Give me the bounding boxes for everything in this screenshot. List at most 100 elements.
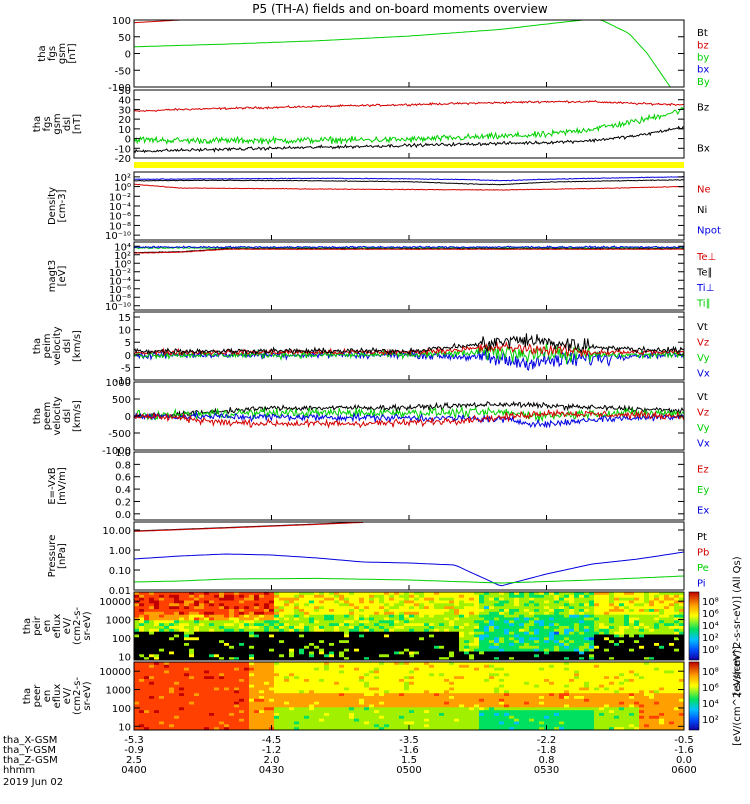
heatmap-cell — [504, 629, 510, 632]
heatmap-cell — [464, 699, 470, 702]
heatmap-cell — [209, 603, 215, 606]
y-tick-label: 0.8 — [115, 460, 131, 471]
legend-label: bx — [697, 65, 709, 76]
heatmap-cell — [449, 620, 455, 623]
heatmap-cell — [339, 629, 345, 632]
heatmap-cell — [149, 629, 155, 632]
heatmap-cell — [279, 707, 285, 710]
heatmap-cell — [474, 673, 480, 676]
heatmap-cell — [209, 612, 215, 615]
heatmap-cell — [414, 654, 420, 657]
legend-label: Te⊥ — [696, 252, 716, 263]
heatmap-cell — [284, 690, 290, 693]
heatmap-cell — [254, 654, 260, 657]
heatmap-cell — [624, 620, 630, 623]
heatmap-cell — [529, 629, 535, 632]
heatmap-cell — [279, 724, 285, 727]
heatmap-cell — [644, 620, 650, 623]
heatmap-cell — [479, 629, 485, 632]
heatmap-cell — [174, 707, 180, 710]
heatmap-cell — [174, 595, 180, 598]
heatmap-cell — [249, 637, 255, 640]
heatmap-cell — [499, 595, 505, 598]
heatmap-cell — [249, 595, 255, 598]
heatmap-cell — [529, 620, 535, 623]
heatmap-cell — [179, 612, 185, 615]
heatmap-cell — [504, 716, 510, 719]
heatmap-cell — [609, 654, 615, 657]
heatmap-cell — [429, 724, 435, 727]
heatmap-cell — [194, 673, 200, 676]
heatmap-cell — [179, 654, 185, 657]
heatmap-cell — [299, 646, 305, 649]
heatmap-cell — [139, 682, 145, 685]
heatmap-cell — [304, 654, 310, 657]
heatmap-cell — [394, 620, 400, 623]
heatmap-cell — [254, 673, 260, 676]
heatmap-cell — [154, 690, 160, 693]
y-tick-label: 0.01 — [109, 586, 131, 597]
heatmap-cell — [654, 612, 660, 615]
heatmap-cell — [664, 646, 670, 649]
heatmap-cell — [429, 646, 435, 649]
heatmap-cell — [234, 620, 240, 623]
heatmap-cell — [574, 620, 580, 623]
heatmap-cell — [499, 603, 505, 606]
heatmap-cell — [139, 690, 145, 693]
heatmap-cell — [184, 724, 190, 727]
heatmap-cell — [384, 699, 390, 702]
heatmap-cell — [409, 612, 415, 615]
heatmap-cell — [174, 637, 180, 640]
heatmap-cell — [479, 716, 485, 719]
heatmap-cell — [369, 716, 375, 719]
legend-label: By — [697, 77, 710, 88]
heatmap-cell — [179, 620, 185, 623]
heatmap-cell — [314, 595, 320, 598]
heatmap-cell — [179, 629, 185, 632]
heatmap-cell — [149, 690, 155, 693]
heatmap-cell — [364, 716, 370, 719]
heatmap-cell — [204, 673, 210, 676]
heatmap-cell — [529, 665, 535, 668]
heatmap-cell — [519, 690, 525, 693]
heatmap-cell — [249, 682, 255, 685]
heatmap-cell — [379, 682, 385, 685]
heatmap-cell — [484, 646, 490, 649]
heatmap-cell — [414, 620, 420, 623]
heatmap-cell — [449, 665, 455, 668]
heatmap-cell — [229, 707, 235, 710]
heatmap-cell — [509, 603, 515, 606]
heatmap-cell — [604, 603, 610, 606]
heatmap-cell — [199, 637, 205, 640]
heatmap-cell — [264, 603, 270, 606]
colorbar — [689, 592, 699, 660]
heatmap-cell — [279, 629, 285, 632]
heatmap-cell — [274, 620, 280, 623]
legend-label: Ez — [697, 464, 709, 475]
heatmap-cell — [199, 620, 205, 623]
heatmap-cell — [489, 699, 495, 702]
heatmap-cell — [524, 654, 530, 657]
heatmap-cell — [539, 646, 545, 649]
heatmap-cell — [469, 673, 475, 676]
heatmap-cell — [229, 595, 235, 598]
heatmap-cell — [489, 724, 495, 727]
heatmap-cell — [334, 682, 340, 685]
panel-frame — [134, 90, 684, 158]
heatmap-cell — [359, 646, 365, 649]
heatmap-cell — [629, 595, 635, 598]
heatmap-cell — [599, 629, 605, 632]
heatmap-cell — [479, 612, 485, 615]
heatmap-cell — [144, 646, 150, 649]
heatmap-cell — [144, 707, 150, 710]
heatmap-cell — [669, 603, 675, 606]
heatmap-cell — [264, 637, 270, 640]
heatmap-cell — [474, 724, 480, 727]
heatmap-cell — [319, 699, 325, 702]
heatmap-cell — [589, 595, 595, 598]
heatmap-cell — [664, 654, 670, 657]
heatmap-cell — [529, 682, 535, 685]
heatmap-cell — [439, 595, 445, 598]
heatmap-cell — [209, 716, 215, 719]
y-axis-label: [nT] — [72, 114, 83, 134]
